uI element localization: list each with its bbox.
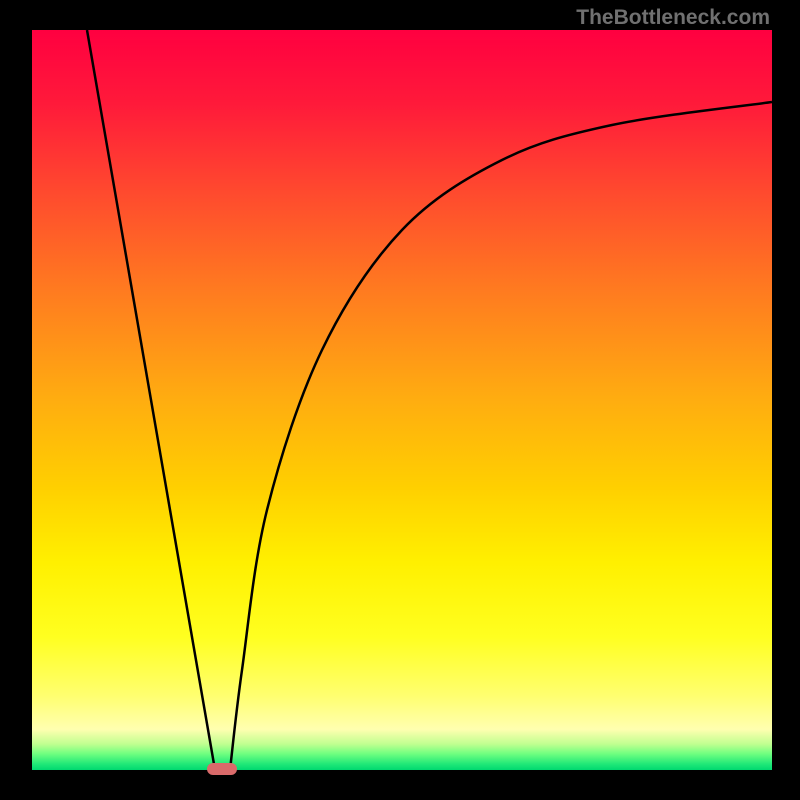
- watermark-text: TheBottleneck.com: [576, 6, 770, 30]
- plot-area: [32, 30, 772, 770]
- curve-right-segment: [230, 102, 772, 770]
- bottleneck-marker: [207, 763, 237, 775]
- curve-layer: [32, 30, 772, 770]
- curve-left-segment: [87, 30, 215, 770]
